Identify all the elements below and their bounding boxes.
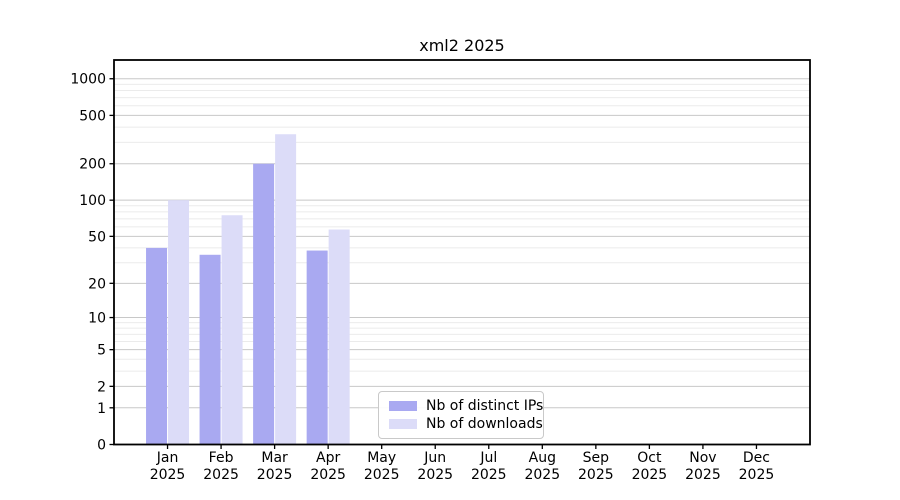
x-tick-label-month: Feb [209,450,234,466]
x-tick-label-year: 2025 [364,467,400,483]
y-tick-label: 0 [97,438,106,454]
bar-downloads-apr [328,229,350,445]
x-tick-label-month: Apr [316,450,340,466]
x-tick-label-year: 2025 [739,467,775,483]
bar-distinct-ips-jan [146,247,168,445]
x-tick-label-year: 2025 [578,467,614,483]
bar-downloads-mar [275,134,297,445]
x-tick-label-month: Nov [689,450,716,466]
y-tick-label: 2 [97,379,106,395]
legend-label-distinct-ips: Nb of distinct IPs [426,397,544,414]
bar-downloads-jan [168,200,190,445]
x-tick-label-year: 2025 [524,467,560,483]
x-tick-label-year: 2025 [203,467,239,483]
legend: Nb of distinct IPs Nb of downloads [378,391,544,439]
x-tick-label-month: Jul [479,450,497,466]
y-tick-label: 50 [88,229,106,245]
x-tick-label-year: 2025 [310,467,346,483]
x-tick-label-month: Jan [156,450,179,466]
legend-label-downloads: Nb of downloads [426,415,543,432]
x-tick-label-year: 2025 [471,467,507,483]
chart-title: xml2 2025 [419,36,505,55]
x-tick-label-month: Sep [583,450,610,466]
bar-distinct-ips-mar [253,163,275,445]
x-tick-label-year: 2025 [685,467,721,483]
x-tick-label-month: Dec [743,450,770,466]
y-tick-label: 1 [97,401,106,417]
x-tick-label-month: Oct [637,450,662,466]
x-tick-label-year: 2025 [632,467,668,483]
x-tick-label-year: 2025 [417,467,453,483]
x-tick-label-month: Aug [529,450,556,466]
y-tick-label: 500 [79,108,106,124]
bar-distinct-ips-feb [199,254,221,445]
bar-downloads-feb [221,215,243,445]
x-tick-label-year: 2025 [257,467,293,483]
x-tick-label-month: May [367,450,396,466]
y-tick-label: 5 [97,343,106,359]
legend-item-downloads: Nb of downloads [389,416,543,433]
y-tick-label: 10 [88,311,106,327]
bar-distinct-ips-apr [306,250,328,445]
y-tick-label: 100 [79,193,106,209]
y-tick-label: 20 [88,276,106,292]
axes-spines [113,59,811,446]
x-tick-label-month: Mar [261,450,288,466]
y-tick-label: 200 [79,157,106,173]
x-tick-label-year: 2025 [150,467,186,483]
legend-item-distinct-ips: Nb of distinct IPs [389,398,543,415]
y-tick-label: 1000 [70,72,106,88]
x-tick-label-month: Jun [423,450,446,466]
legend-swatch-distinct-ips [389,401,417,411]
legend-swatch-downloads [389,419,417,429]
